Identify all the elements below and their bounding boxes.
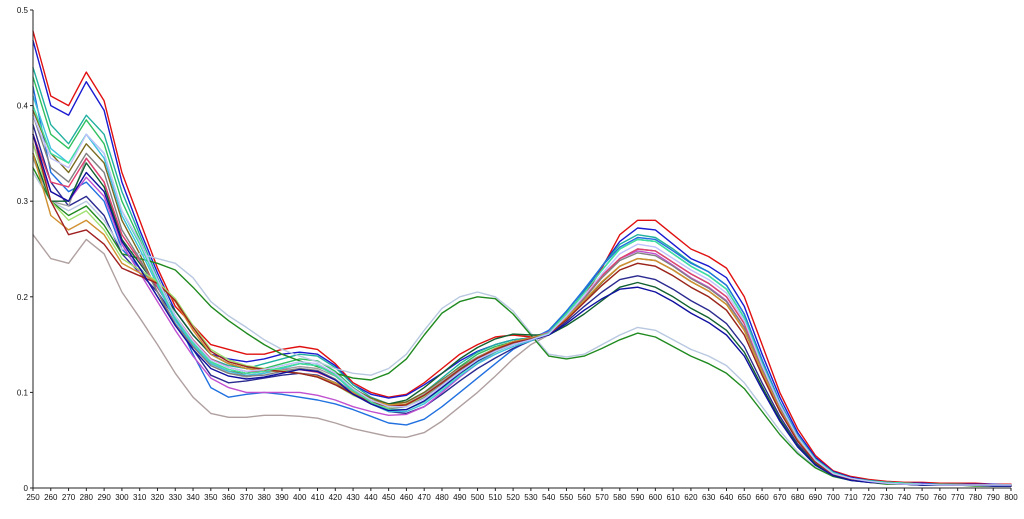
y-tick-label: 0: [24, 484, 29, 493]
x-tick-label: 470: [418, 493, 432, 502]
series-line-13: [32, 152, 1012, 487]
x-tick-label: 340: [186, 493, 200, 502]
x-tick-label: 730: [880, 493, 894, 502]
series-line-5: [32, 85, 1012, 486]
x-tick-label: 770: [951, 493, 965, 502]
x-tick-label: 450: [382, 493, 396, 502]
x-tick-labels: 250 260 270 280 290 300 310 320 330 340 350 360 370 3…: [26, 488, 1018, 502]
x-tick-label: 320: [151, 493, 165, 502]
x-tick-label: 610: [666, 493, 680, 502]
x-tick-label: 580: [613, 493, 627, 502]
x-tick-label: 530: [524, 493, 538, 502]
series-layer: [32, 30, 1012, 487]
x-tick-label: 350: [204, 493, 218, 502]
x-tick-label: 480: [435, 493, 449, 502]
y-tick-label: 0.2: [17, 293, 29, 302]
x-tick-label: 780: [969, 493, 983, 502]
x-tick-label: 690: [809, 493, 823, 502]
x-tick-label: 800: [1004, 493, 1018, 502]
x-tick-label: 520: [506, 493, 520, 502]
y-tick-labels: 0 0.1 0.2 0.3 0.4 0.5: [17, 6, 33, 493]
x-tick-label: 680: [791, 493, 805, 502]
x-tick-label: 560: [578, 493, 592, 502]
x-tick-label: 360: [222, 493, 236, 502]
x-tick-label: 750: [915, 493, 929, 502]
x-tick-label: 410: [311, 493, 325, 502]
x-tick-label: 400: [293, 493, 307, 502]
series-line-17: [32, 152, 1012, 486]
x-tick-label: 620: [684, 493, 698, 502]
x-tick-label: 280: [80, 493, 94, 502]
x-tick-label: 600: [649, 493, 663, 502]
x-tick-label: 490: [453, 493, 467, 502]
x-tick-label: 700: [827, 493, 841, 502]
x-tick-label: 390: [275, 493, 289, 502]
x-tick-label: 290: [97, 493, 111, 502]
series-line-2: [32, 39, 1012, 486]
series-line-19: [32, 133, 1012, 487]
x-tick-label: 760: [933, 493, 947, 502]
x-tick-label: 380: [257, 493, 271, 502]
series-line-15: [32, 95, 1012, 486]
y-tick-label: 0.1: [17, 388, 29, 397]
x-tick-label: 300: [115, 493, 129, 502]
x-tick-label: 710: [844, 493, 858, 502]
x-tick-label: 790: [987, 493, 1001, 502]
axes-layer: [32, 10, 1011, 489]
x-tick-label: 310: [133, 493, 147, 502]
x-tick-label: 640: [720, 493, 734, 502]
x-tick-label: 510: [489, 493, 503, 502]
x-tick-label: 370: [240, 493, 254, 502]
series-line-1: [32, 30, 1012, 485]
x-tick-label: 430: [346, 493, 360, 502]
x-tick-label: 590: [631, 493, 645, 502]
x-tick-label: 460: [400, 493, 414, 502]
x-tick-label: 260: [44, 493, 58, 502]
x-tick-label: 270: [62, 493, 76, 502]
x-tick-label: 660: [755, 493, 769, 502]
x-tick-label: 650: [738, 493, 752, 502]
x-tick-label: 330: [169, 493, 183, 502]
x-tick-label: 720: [862, 493, 876, 502]
series-line-3: [32, 66, 1012, 486]
y-tick-label: 0.3: [17, 197, 29, 206]
x-tick-label: 570: [595, 493, 609, 502]
x-tick-label: 670: [773, 493, 787, 502]
x-tick-label: 500: [471, 493, 485, 502]
x-tick-label: 540: [542, 493, 556, 502]
series-line-4: [32, 76, 1012, 486]
x-tick-label: 440: [364, 493, 378, 502]
x-tick-label: 250: [26, 493, 40, 502]
x-tick-label: 550: [560, 493, 574, 502]
x-tick-label: 740: [898, 493, 912, 502]
x-tick-label: 420: [329, 493, 343, 502]
series-line-22: [32, 114, 1012, 486]
series-line-18: [32, 143, 1012, 487]
series-line-12: [32, 143, 1012, 487]
series-line-16: [32, 114, 1012, 486]
x-tick-label: 630: [702, 493, 716, 502]
series-line-6: [32, 109, 1012, 486]
series-line-20: [32, 104, 1012, 486]
series-line-9: [32, 233, 1012, 486]
y-tick-label: 0.4: [17, 102, 29, 111]
y-tick-label: 0.5: [17, 6, 29, 15]
